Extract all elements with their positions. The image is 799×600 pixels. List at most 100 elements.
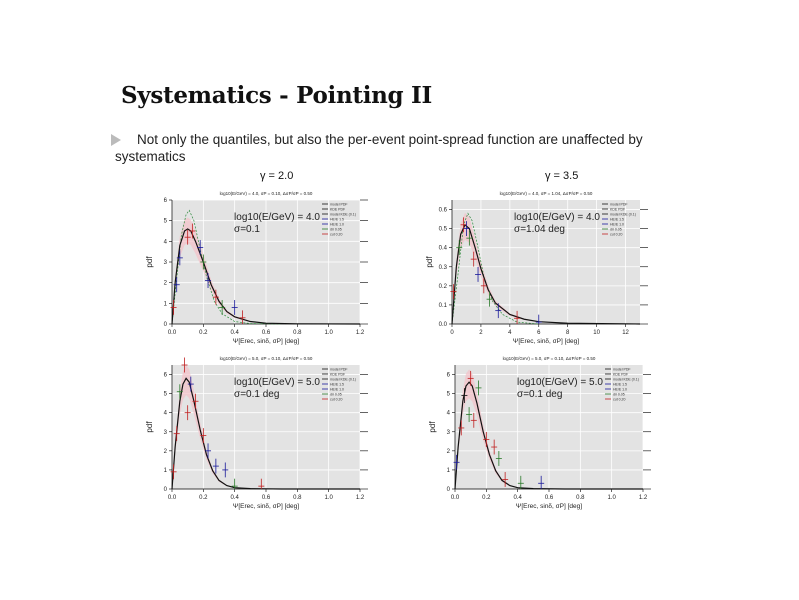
plot-bottom-right: log10(E/GeV) = 5.0, σP = 0.10, ΔσP/σP = … (423, 350, 653, 515)
x-tick-label: 0.2 (199, 495, 208, 501)
y-tick-label: 5 (447, 392, 451, 398)
legend-entry: model PDF (330, 203, 348, 207)
x-tick-label: 1.2 (356, 330, 365, 336)
legend-entry: HE/E 1.5 (610, 218, 624, 222)
legend-entry: cut 0.20 (613, 398, 626, 402)
legend-entry: HE/E 1.5 (330, 383, 344, 387)
x-axis-label: Ψ[Erec, sinδ, σP] [deg] (513, 338, 579, 345)
annotation-sigma: σ=0.1 deg (234, 389, 279, 400)
y-tick-label: 3 (164, 430, 168, 436)
gamma-label-right: γ = 3.5 (545, 170, 579, 182)
legend-entry: HE/E 1.0 (610, 223, 624, 227)
y-tick-label: 0.6 (439, 208, 448, 214)
x-tick-label: 12 (622, 330, 629, 336)
legend-entry: dir 0.05 (610, 228, 622, 232)
model-pdf-curve (171, 228, 361, 325)
bullet-text-line1: Not only the quantiles, but also the per… (137, 132, 643, 147)
uncertainty-band (455, 369, 643, 489)
y-tick-label: 6 (164, 373, 168, 379)
y-tick-label: 0 (447, 487, 451, 493)
y-tick-label: 3 (447, 430, 451, 436)
y-tick-label: 6 (164, 198, 168, 204)
y-tick-label: 0.0 (439, 322, 448, 328)
legend-entry: HE/E 1.5 (613, 383, 627, 387)
x-tick-label: 0.6 (545, 495, 554, 501)
bullet-arrow-icon (111, 134, 121, 146)
y-tick-label: 2 (447, 449, 451, 455)
y-axis-label: pdf (145, 421, 154, 433)
x-tick-label: 0.8 (293, 330, 302, 336)
y-axis-label: pdf (428, 421, 437, 433)
y-tick-label: 3 (164, 260, 168, 266)
y-tick-label: 4 (447, 411, 451, 417)
y-tick-label: 0.1 (439, 303, 448, 309)
legend-entry: model KDE (0.1) (330, 378, 356, 382)
legend-entry: dir 0.05 (330, 393, 342, 397)
y-tick-label: 0.3 (439, 265, 448, 271)
y-axis-label: pdf (425, 256, 434, 268)
plot-area (452, 200, 640, 324)
x-tick-label: 0.2 (199, 330, 208, 336)
y-tick-label: 4 (164, 239, 168, 245)
plot-subtitle: log10(E/GeV) = 5.0, σP = 0.10, ΔσP/σP = … (503, 356, 596, 361)
y-tick-label: 2 (164, 281, 168, 287)
y-tick-label: 5 (164, 219, 168, 225)
x-tick-label: 0 (450, 330, 454, 336)
x-tick-label: 0.8 (293, 495, 302, 501)
legend-entry: KDE PDF (613, 373, 628, 377)
legend-entry: HE/E 1.5 (330, 218, 344, 222)
legend-entry: cut 0.20 (610, 233, 623, 237)
x-tick-label: 1.2 (639, 495, 648, 501)
x-axis-label: Ψ[Erec, sinδ, σP] [deg] (233, 338, 299, 345)
x-tick-label: 8 (566, 330, 570, 336)
legend-entry: KDE PDF (610, 208, 625, 212)
plot-top-right: log10(E/GeV) = 4.0, σP = 1.04, ΔσP/σP = … (420, 185, 650, 350)
bullet-text-line2: systematics (115, 149, 186, 164)
legend-entry: KDE PDF (330, 208, 345, 212)
x-tick-label: 10 (593, 330, 600, 336)
annotation-energy: log10(E/GeV) = 4.0 (234, 212, 320, 223)
x-tick-label: 0.0 (168, 495, 177, 501)
y-tick-label: 5 (164, 392, 168, 398)
y-tick-label: 2 (164, 449, 168, 455)
x-tick-label: 0.4 (230, 330, 239, 336)
legend-entry: model PDF (330, 368, 348, 372)
bullet-point: Not only the quantiles, but also the per… (111, 131, 661, 165)
legend-entry: KDE PDF (330, 373, 345, 377)
y-axis-label: pdf (145, 256, 154, 268)
legend-entry: HE/E 1.0 (330, 223, 344, 227)
uncertainty-band (172, 217, 360, 324)
dashed-curve (451, 212, 539, 325)
x-tick-label: 0.0 (168, 330, 177, 336)
annotation-energy: log10(E/GeV) = 5.0 (517, 377, 603, 388)
x-tick-label: 1.0 (324, 330, 333, 336)
annotation-sigma: σ=0.1 deg (517, 389, 562, 400)
x-tick-label: 0.4 (513, 495, 522, 501)
annotation-energy: log10(E/GeV) = 4.0 (514, 212, 600, 223)
plot-bottom-left: log10(E/GeV) = 5.0, σP = 0.10, ΔσP/σP = … (140, 350, 370, 515)
x-tick-label: 4 (508, 330, 512, 336)
dashed-curve (171, 209, 282, 325)
y-tick-label: 6 (447, 373, 451, 379)
x-tick-label: 6 (537, 330, 541, 336)
x-tick-label: 1.2 (356, 495, 365, 501)
legend-entry: model PDF (613, 368, 631, 372)
y-tick-label: 0.4 (439, 246, 448, 252)
annotation-sigma: σ=0.1 (234, 224, 260, 235)
x-axis-label: Ψ[Erec, sinδ, σP] [deg] (233, 503, 299, 510)
legend-entry: model KDE (0.1) (330, 213, 356, 217)
y-tick-label: 1 (164, 301, 168, 307)
model-pdf-curve (451, 223, 641, 325)
y-tick-label: 0.2 (439, 284, 448, 290)
annotation-energy: log10(E/GeV) = 5.0 (234, 377, 320, 388)
y-tick-label: 4 (164, 411, 168, 417)
y-tick-label: 1 (164, 468, 168, 474)
plot-subtitle: log10(E/GeV) = 4.0, σP = 1.04, ΔσP/σP = … (500, 191, 593, 196)
legend-entry: dir 0.05 (613, 393, 625, 397)
legend-entry: cut 0.20 (330, 233, 343, 237)
legend-entry: HE/E 1.0 (613, 388, 627, 392)
y-tick-label: 0 (164, 487, 168, 493)
x-tick-label: 0.6 (262, 330, 271, 336)
plot-subtitle: log10(E/GeV) = 4.0, σP = 0.10, ΔσP/σP = … (220, 191, 313, 196)
x-tick-label: 0.2 (482, 495, 491, 501)
